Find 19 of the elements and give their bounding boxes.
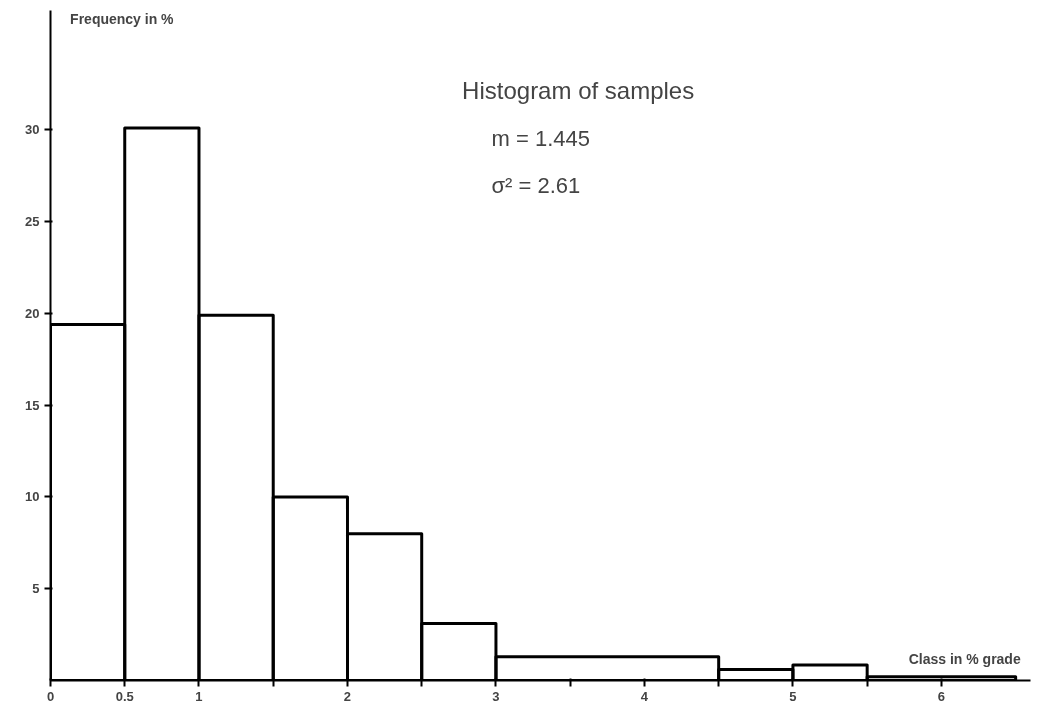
x-axis-title: Class in % grade: [908, 651, 1021, 668]
x-tick-label: 2: [343, 688, 352, 704]
x-tick-label: 0.5: [115, 688, 134, 704]
y-tick-label: 10: [25, 489, 40, 505]
y-axis-title: Frequency in %: [70, 10, 175, 27]
x-tick-label: 3: [492, 688, 500, 704]
annotation: m = 1.445: [491, 126, 590, 152]
annotation: σ² = 2.61: [491, 173, 581, 199]
y-tick-label: 20: [25, 305, 40, 321]
x-tick-label: 5: [789, 688, 797, 704]
x-tick-label: 0: [46, 688, 55, 704]
x-tick-label: 6: [937, 688, 946, 704]
annotation: Histogram of samples: [462, 77, 695, 105]
y-tick-label: 30: [25, 122, 40, 138]
y-tick-label: 5: [32, 581, 40, 597]
x-tick-label: 4: [640, 688, 649, 704]
x-tick-label: 1: [195, 688, 203, 704]
y-tick-label: 25: [25, 214, 40, 230]
y-tick-label: 15: [25, 397, 40, 413]
